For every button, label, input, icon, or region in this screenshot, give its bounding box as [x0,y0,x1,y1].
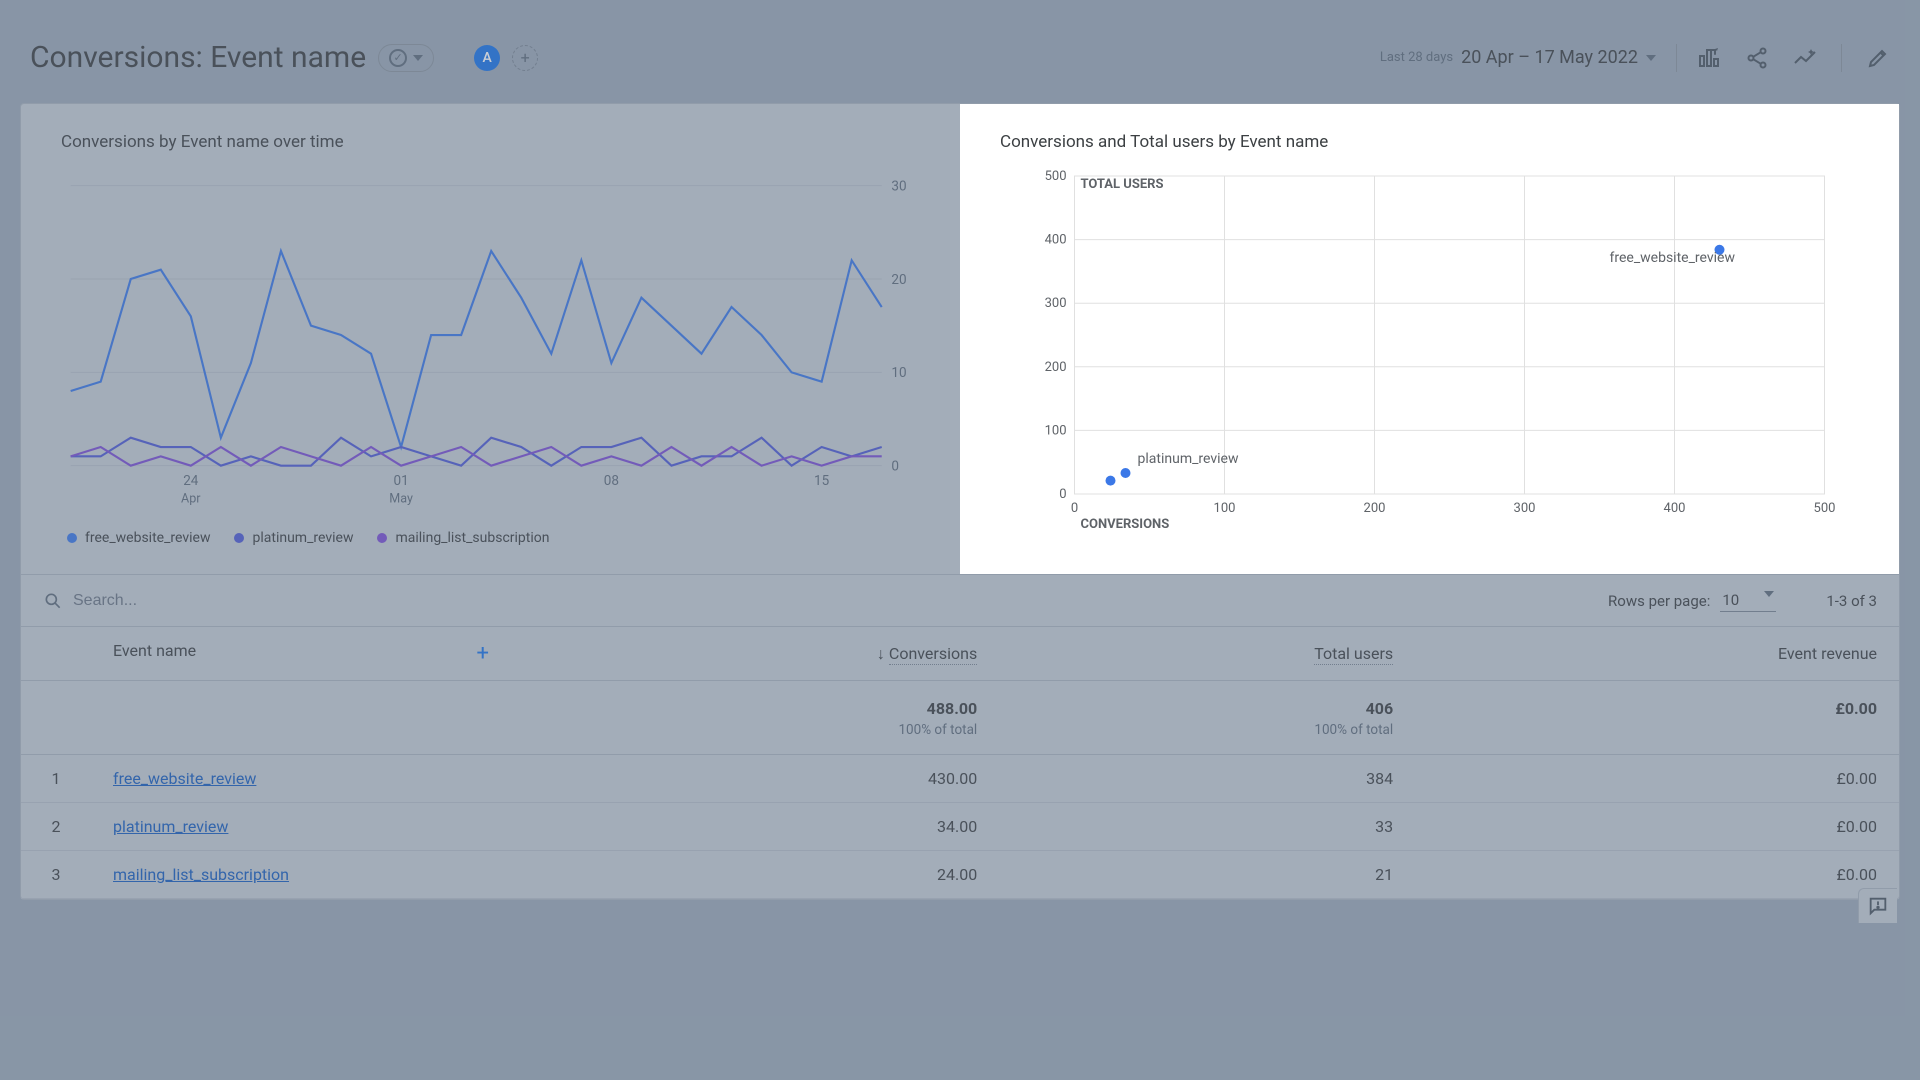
legend-label: free_website_review [85,530,210,546]
svg-text:200: 200 [1364,501,1386,516]
cell-event-revenue: £0.00 [1415,755,1899,803]
svg-text:400: 400 [1045,233,1067,248]
totals-total-users: 406 [999,681,1415,723]
svg-text:free_website_review: free_website_review [1610,250,1736,266]
event-name-link[interactable]: free_website_review [113,769,256,788]
table-row: 3 mailing_list_subscription 24.00 21 £0.… [21,851,1899,899]
date-range-label: Last 28 days [1380,50,1453,65]
svg-text:400: 400 [1664,501,1686,516]
svg-text:May: May [389,491,413,506]
check-circle-icon: ✓ [389,49,407,67]
col-total-users[interactable]: Total users [999,627,1415,681]
line-chart-panel: Conversions by Event name over time 0102… [21,104,960,574]
svg-text:CONVERSIONS: CONVERSIONS [1081,517,1170,532]
legend-item[interactable]: free_website_review [67,530,210,546]
report-card: Conversions by Event name over time 0102… [20,103,1900,900]
search-box[interactable] [43,591,293,611]
divider [1841,44,1842,72]
svg-text:100: 100 [1214,501,1236,516]
cell-conversions: 430.00 [511,755,999,803]
page-header: Conversions: Event name ✓ A + Last 28 da… [20,20,1900,103]
svg-text:01: 01 [393,473,408,489]
filter-pill[interactable]: ✓ [378,44,434,72]
cell-total-users: 21 [999,851,1415,899]
cell-conversions: 24.00 [511,851,999,899]
insights-icon[interactable] [1793,46,1817,70]
table-toolbar: Rows per page: 10 1-3 of 3 [21,574,1899,627]
cell-total-users: 384 [999,755,1415,803]
divider [1676,44,1677,72]
scatter-chart: 0 100 200 300 400 500 0 100 200 300 400 500 TOTAL US… [1000,170,1869,540]
legend-label: platinum_review [252,530,353,546]
legend-item[interactable]: mailing_list_subscription [377,530,549,546]
svg-text:100: 100 [1045,423,1067,438]
feedback-icon [1867,895,1889,917]
cell-conversions: 34.00 [511,803,999,851]
feedback-button[interactable] [1858,888,1897,923]
scatter-chart-panel: Conversions and Total users by Event nam… [960,104,1899,574]
cell-total-users: 33 [999,803,1415,851]
search-icon [43,591,63,611]
chevron-down-icon [1764,591,1774,597]
line-chart-legend: free_website_review platinum_review mailin… [61,520,930,564]
date-range-value: 20 Apr – 17 May 2022 [1461,47,1638,68]
table-row: 2 platinum_review 34.00 33 £0.00 [21,803,1899,851]
chevron-down-icon [413,55,423,61]
svg-text:200: 200 [1045,360,1067,375]
col-event-name[interactable]: Event name + [91,627,511,681]
line-chart: 0 10 20 30 24 Apr 01 May 08 15 [61,170,930,520]
svg-text:300: 300 [1514,501,1536,516]
data-table: Event name + ↓Conversions Total users Ev… [21,627,1899,899]
svg-text:0: 0 [1071,501,1078,516]
segment-badge[interactable]: A [474,45,500,71]
page-title: Conversions: Event name [30,40,366,75]
event-name-link[interactable]: mailing_list_subscription [113,865,289,884]
svg-text:500: 500 [1045,170,1067,184]
svg-text:500: 500 [1814,501,1836,516]
legend-dot [377,533,387,543]
svg-text:TOTAL USERS: TOTAL USERS [1081,177,1164,192]
svg-text:300: 300 [1045,296,1067,311]
totals-conversions: 488.00 [511,681,999,723]
legend-label: mailing_list_subscription [395,530,549,546]
legend-item[interactable]: platinum_review [234,530,353,546]
svg-text:0: 0 [1059,487,1066,502]
date-range-picker[interactable]: Last 28 days 20 Apr – 17 May 2022 [1380,47,1656,68]
share-icon[interactable] [1745,46,1769,70]
add-segment-button[interactable]: + [512,45,538,71]
svg-text:Apr: Apr [181,491,201,506]
svg-text:15: 15 [814,473,830,489]
col-event-revenue[interactable]: Event revenue [1415,627,1899,681]
svg-text:30: 30 [891,179,906,195]
row-index: 1 [21,755,91,803]
pagination-range: 1-3 of 3 [1826,592,1877,610]
cell-event-revenue: £0.00 [1415,803,1899,851]
svg-text:08: 08 [604,473,619,489]
chevron-down-icon [1646,55,1656,61]
customize-report-icon[interactable] [1697,46,1721,70]
svg-text:10: 10 [891,365,906,381]
cell-event-revenue: £0.00 [1415,851,1899,899]
totals-event-revenue: £0.00 [1415,681,1899,723]
legend-dot [234,533,244,543]
table-row: 1 free_website_review 430.00 384 £0.00 [21,755,1899,803]
edit-icon[interactable] [1866,46,1890,70]
rows-per-page-select[interactable]: 10 [1720,589,1776,612]
event-name-link[interactable]: platinum_review [113,817,228,836]
line-chart-title: Conversions by Event name over time [61,132,930,152]
totals-pct: 100% of total [999,722,1415,755]
col-conversions[interactable]: ↓Conversions [511,627,999,681]
rows-per-page-label: Rows per page: [1608,592,1710,610]
svg-text:platinum_review: platinum_review [1138,451,1239,467]
search-input[interactable] [73,592,293,610]
row-index: 3 [21,851,91,899]
add-dimension-button[interactable]: + [477,641,489,666]
totals-pct: 100% of total [511,722,999,755]
row-index: 2 [21,803,91,851]
scatter-chart-title: Conversions and Total users by Event nam… [1000,132,1869,152]
svg-text:0: 0 [891,459,899,475]
legend-dot [67,533,77,543]
svg-text:20: 20 [891,272,906,288]
svg-text:24: 24 [183,473,199,489]
